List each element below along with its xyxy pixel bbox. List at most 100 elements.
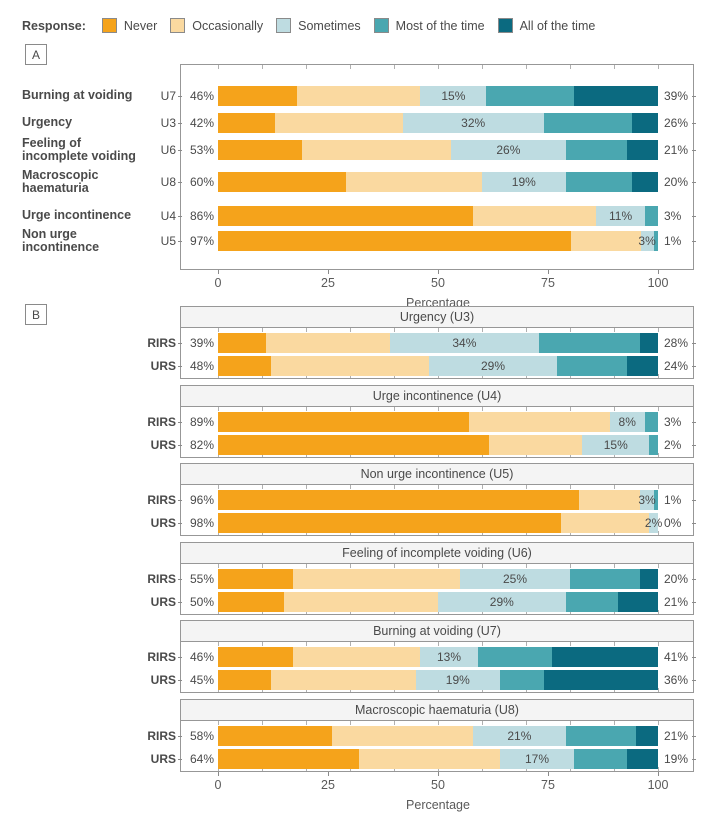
- minor-tick: [614, 531, 615, 535]
- panel-b-sub0-row0-bar: [218, 333, 658, 353]
- panel-b-sub5-row0-bar: [218, 726, 658, 746]
- axis-row-tick: [692, 123, 696, 124]
- legend-item-never: Never: [101, 18, 157, 33]
- bar-segment-sometimes: [609, 412, 645, 432]
- minor-tick: [482, 407, 483, 411]
- minor-tick: [570, 328, 571, 332]
- x-axis-tick: [328, 270, 329, 274]
- panel-b-sub3-row1-right-value: 21%: [664, 595, 689, 609]
- bar-segment-occasionally: [473, 206, 597, 226]
- bar-segment-never: [218, 435, 490, 455]
- axis-row-tick: [178, 523, 182, 524]
- axis-row-tick: [178, 150, 182, 151]
- x-axis-tick: [218, 270, 219, 274]
- bar-segment-most-of-the-time: [543, 113, 632, 133]
- axis-row-tick: [692, 759, 696, 760]
- panel-b-sub4-row1-bar: [218, 670, 658, 690]
- minor-tick: [570, 688, 571, 692]
- bar-segment-all-of-the-time: [543, 670, 658, 690]
- bar-segment-occasionally: [578, 490, 641, 510]
- minor-tick: [306, 767, 307, 771]
- minor-tick: [218, 374, 219, 378]
- panel-b-sub5-row1-bar: [218, 749, 658, 769]
- bar-segment-most-of-the-time: [565, 726, 636, 746]
- axis-row-tick: [178, 579, 182, 580]
- bar-segment-most-of-the-time: [649, 435, 658, 455]
- bar-segment-most-of-the-time: [565, 140, 628, 160]
- legend-swatch-icon: [497, 18, 513, 33]
- axis-row-tick: [178, 343, 182, 344]
- panel-b-sub1-row1-left-value: 82%: [189, 438, 214, 452]
- minor-tick: [526, 374, 527, 378]
- bar-segment-all-of-the-time: [627, 749, 658, 769]
- minor-tick: [658, 767, 659, 771]
- panel-b-sub1-row1-mid-value: 15%: [603, 438, 628, 452]
- panel-a-row4-left-value: 86%: [189, 209, 214, 223]
- legend-item-label: Occasionally: [192, 18, 264, 33]
- minor-tick: [526, 642, 527, 646]
- x-axis-tick: [658, 270, 659, 274]
- bar-segment-occasionally: [284, 592, 438, 612]
- minor-tick: [306, 65, 307, 69]
- minor-tick: [526, 485, 527, 489]
- minor-tick: [394, 531, 395, 535]
- panel-b-sub5-row1-left-value: 64%: [189, 752, 214, 766]
- panel-a-row3-mid-value: 19%: [511, 175, 536, 189]
- panel-b-sub0-row0-left-value: 39%: [189, 336, 214, 350]
- minor-tick: [394, 564, 395, 568]
- minor-tick: [394, 767, 395, 771]
- row-code-label: U7: [160, 89, 176, 103]
- panel-b-sub3-row0-left-value: 55%: [189, 572, 214, 586]
- minor-tick: [570, 531, 571, 535]
- axis-row-tick: [178, 182, 182, 183]
- minor-tick: [526, 453, 527, 457]
- bar-segment-occasionally: [266, 333, 390, 353]
- legend-swatch-icon: [101, 18, 117, 33]
- minor-tick: [482, 65, 483, 69]
- minor-tick: [394, 642, 395, 646]
- minor-tick: [262, 374, 263, 378]
- bar-segment-sometimes: [420, 86, 487, 106]
- subplot-header: Urgency (U3): [181, 307, 693, 328]
- minor-tick: [262, 688, 263, 692]
- panel-b-sub2-row0-left-value: 96%: [189, 493, 214, 507]
- bar-segment-sometimes: [451, 140, 566, 160]
- minor-tick: [658, 610, 659, 614]
- bar-segment-sometimes: [499, 749, 575, 769]
- axis-row-tick: [692, 500, 696, 501]
- subplot-title: Urgency (U3): [399, 310, 475, 324]
- panel-b-sub2-row0-bar: [218, 490, 658, 510]
- bar-segment-never: [218, 592, 284, 612]
- minor-tick: [438, 610, 439, 614]
- axis-row-tick: [178, 500, 182, 501]
- axis-row-tick: [692, 680, 696, 681]
- bar-segment-never: [218, 749, 359, 769]
- bar-segment-never: [218, 333, 267, 353]
- legend-item-occasionally: Occasionally: [170, 18, 263, 33]
- bar-segment-sometimes: [429, 356, 557, 376]
- row-group-label: URS: [150, 516, 176, 530]
- panel-b-sub3-row1-bar: [218, 592, 658, 612]
- minor-tick: [438, 453, 439, 457]
- minor-tick: [570, 485, 571, 489]
- bar-segment-occasionally: [292, 647, 421, 667]
- minor-tick: [658, 453, 659, 457]
- subplot-header: Feeling of incomplete voiding (U6): [181, 543, 693, 564]
- minor-tick: [658, 564, 659, 568]
- minor-tick: [526, 688, 527, 692]
- minor-tick: [570, 407, 571, 411]
- minor-tick: [482, 374, 483, 378]
- minor-tick: [658, 642, 659, 646]
- x-axis-tick: [218, 772, 219, 776]
- panel-a-row0-mid-value: 15%: [441, 89, 466, 103]
- row-category-label: Burning at voiding: [22, 88, 133, 103]
- subplot-header: Burning at voiding (U7): [181, 621, 693, 642]
- x-axis-tick-label: 50: [431, 778, 445, 792]
- minor-tick: [218, 564, 219, 568]
- minor-tick: [306, 642, 307, 646]
- bar-segment-never: [218, 412, 469, 432]
- minor-tick: [482, 531, 483, 535]
- panel-b-sub1-row1-right-value: 2%: [664, 438, 682, 452]
- minor-tick: [394, 407, 395, 411]
